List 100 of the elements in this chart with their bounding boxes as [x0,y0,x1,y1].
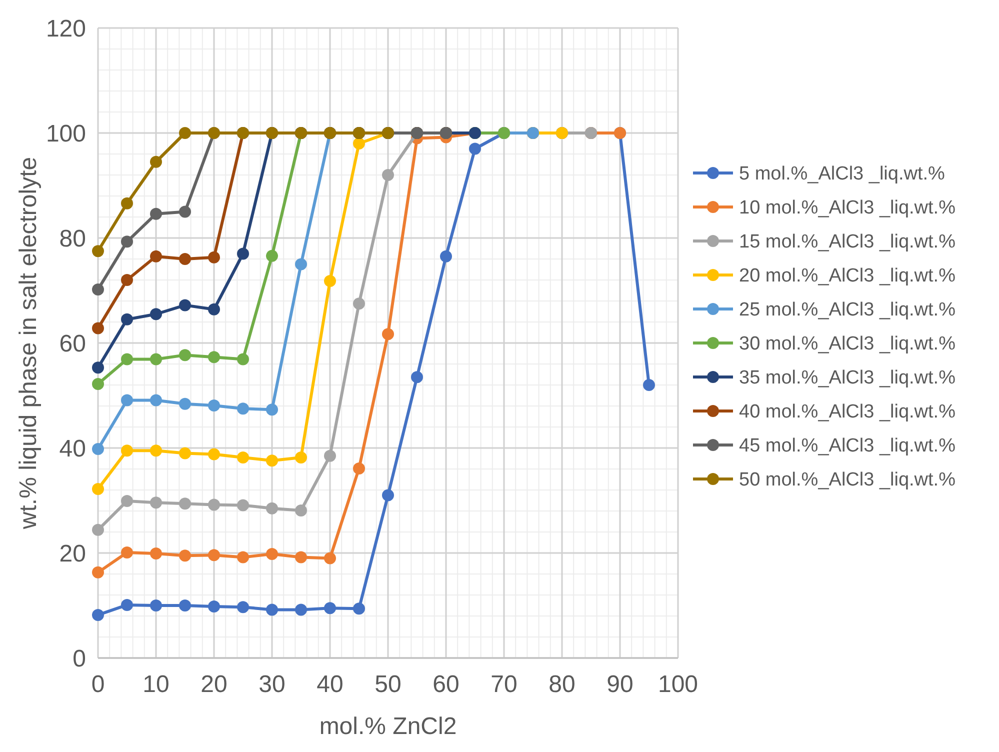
point [295,504,307,516]
x-tick-label: 70 [490,671,518,698]
point [92,443,104,456]
point [237,499,249,512]
point [382,489,394,502]
point [237,402,249,415]
point [179,349,191,362]
point [92,524,104,536]
point [266,454,278,467]
point [208,600,220,613]
x-tick-label: 90 [606,671,634,698]
legend-label: 20 mol.%_AlCl3 _liq.wt.% [739,266,956,287]
point [266,548,278,560]
point [179,550,191,562]
y-tick-label: 20 [59,540,86,568]
point [353,602,365,615]
x-axis-title: mol.% ZnCl2 [319,713,457,740]
point [208,399,220,412]
x-tick-label: 100 [658,671,698,698]
y-tick-label: 40 [59,435,86,462]
point [295,451,307,464]
y-tick-label: 80 [59,225,86,252]
point [179,299,191,312]
point [121,274,133,286]
point [150,308,162,320]
point [121,313,133,326]
x-tick-label: 10 [142,671,170,698]
point [353,298,365,310]
y-tick-label: 120 [46,15,86,42]
point [237,353,249,366]
point [208,351,220,364]
point [179,398,191,410]
point [295,258,307,270]
point [295,551,307,564]
x-tick-label: 20 [200,671,228,698]
legend-label: 30 mol.%_AlCl3 _liq.wt.% [739,334,956,355]
point [121,598,133,611]
point [266,404,278,416]
x-tick-label: 0 [91,671,105,698]
point [92,322,104,334]
point [179,498,191,510]
legend-label: 25 mol.%_AlCl3 _liq.wt.% [739,300,956,321]
point [266,604,278,616]
point [150,394,162,406]
point [92,378,104,390]
point [353,462,365,474]
point [121,444,133,457]
point [237,551,249,564]
point [121,546,133,558]
point [266,502,278,514]
point [179,127,191,139]
point [237,248,249,260]
point [179,447,191,460]
point [150,353,162,366]
point [353,138,365,150]
x-tick-label: 50 [374,671,402,698]
y-tick-label: 60 [59,330,86,358]
point [92,283,104,296]
point [237,601,249,614]
legend-label: 10 mol.%_AlCl3 _liq.wt.% [739,198,956,219]
point [643,379,655,391]
x-tick-label: 80 [548,671,576,698]
point [150,208,162,220]
point [324,275,336,288]
point [121,236,133,248]
point [179,206,191,218]
point [150,548,162,560]
point [208,549,220,562]
point [121,353,133,366]
x-tick-label: 30 [258,671,286,698]
point [208,303,220,316]
point [121,495,133,508]
point [382,328,394,340]
legend-label: 35 mol.%_AlCl3 _liq.wt.% [739,368,956,389]
point [92,245,104,258]
point [208,448,220,460]
y-tick-label: 0 [72,645,86,672]
point [92,566,104,578]
point [121,197,133,210]
point [92,608,104,621]
point [208,498,220,511]
legend-label: 50 mol.%_AlCl3 _liq.wt.% [739,470,956,491]
point [324,450,336,462]
point [121,394,133,406]
y-tick-label: 100 [46,120,86,148]
point [150,156,162,168]
point [150,496,162,509]
point [150,250,162,262]
x-tick-label: 40 [316,671,344,698]
point [295,604,307,616]
point [440,250,452,262]
x-tick-label: 60 [432,671,460,698]
point [324,602,336,614]
point [208,251,220,264]
legend-label: 5 mol.%_AlCl3 _liq.wt.% [739,164,946,185]
point [150,600,162,612]
point [324,552,336,564]
point [237,451,249,464]
legend-label: 45 mol.%_AlCl3 _liq.wt.% [739,436,956,457]
legend-label: 40 mol.%_AlCl3 _liq.wt.% [739,402,956,423]
